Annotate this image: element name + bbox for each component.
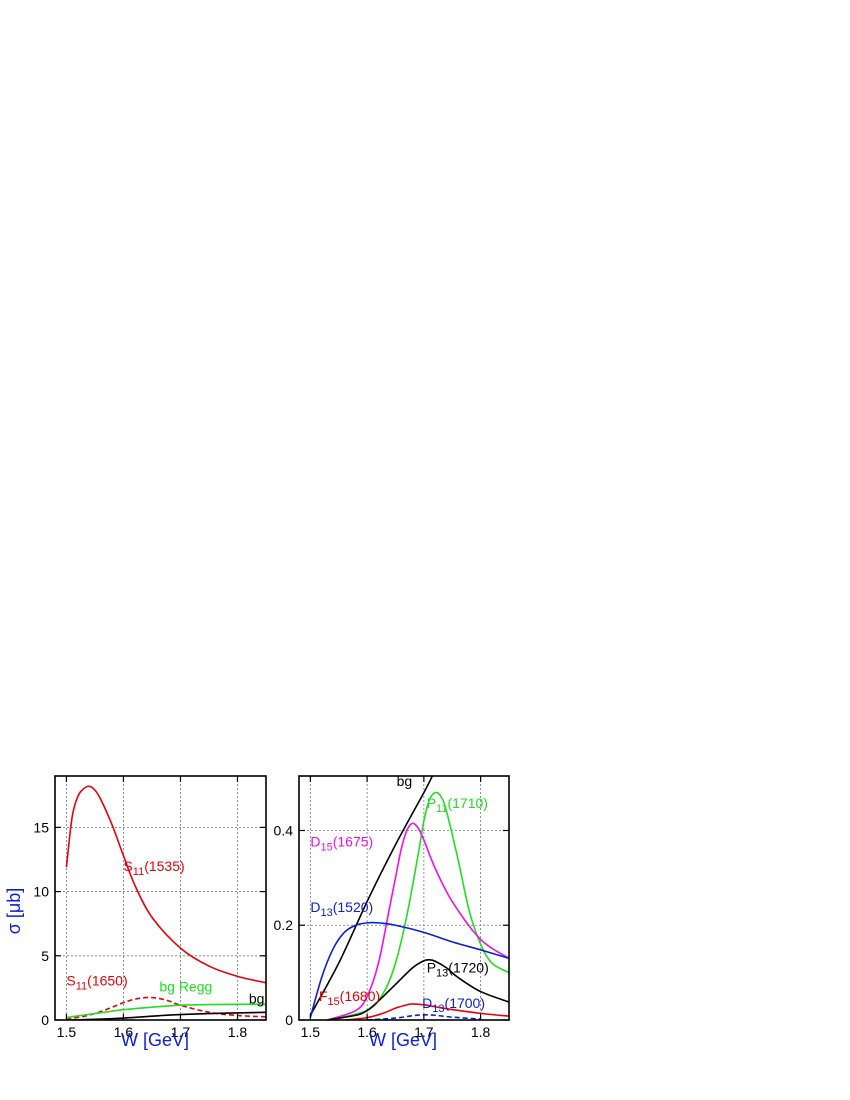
series-line-d15-1675- — [327, 822, 509, 1020]
right-panel: 1.5 1.6 1.7 1.8 0 0.2 0.4 bg P11(1710) D15(1675) D… — [274, 773, 510, 1040]
y-tick-label: 0 — [285, 1012, 293, 1028]
series-line-p11-1710- — [327, 791, 509, 1020]
x-tick-label: 1.6 — [114, 1024, 134, 1040]
x-tick-label: 1.7 — [171, 1024, 191, 1040]
y-tick-label: 0 — [41, 1012, 49, 1028]
plot-frame — [54, 775, 267, 1021]
x-tick-label: 1.8 — [228, 1024, 248, 1040]
x-tick-label: 1.5 — [301, 1024, 321, 1040]
x-tick-label: 1.7 — [414, 1024, 434, 1040]
curve-label: bg Regg — [159, 979, 212, 995]
series-line-f15-1680- — [344, 1003, 509, 1020]
plot-frame — [298, 775, 510, 1021]
y-tick-label: 5 — [41, 948, 49, 964]
series-line-s11-1535- — [65, 785, 266, 984]
curve-label: S11(1650) — [66, 972, 127, 992]
x-tick-label: 1.8 — [471, 1024, 491, 1040]
series-line-bg-regg — [66, 1003, 266, 1019]
y-tick-label: 0.4 — [274, 822, 294, 838]
curve-label: F15(1680) — [319, 988, 380, 1008]
right-x-axis-title: W [GeV] — [369, 1030, 437, 1050]
y-tick-label: 10 — [33, 884, 49, 900]
series-line-d13-1520- — [309, 921, 509, 1018]
series-line-p13-1720- — [327, 958, 509, 1020]
series-line-bg — [309, 776, 434, 1016]
left-panel: 1.5 1.6 1.7 1.8 0 5 10 15 S11(1535) S11(1650) bg R… — [33, 775, 267, 1040]
x-tick-label: 1.5 — [57, 1024, 77, 1040]
curve-label: D15(1675) — [310, 834, 373, 854]
curve-label: bg — [397, 773, 413, 789]
curve-label: bg — [249, 990, 265, 1006]
curve-label: P13(1720) — [427, 960, 489, 980]
curve-label: P11(1710) — [427, 795, 488, 815]
x-tick-label: 1.6 — [357, 1024, 377, 1040]
y-tick-label: 15 — [33, 819, 49, 835]
curve-label: D13(1520) — [310, 899, 373, 919]
left-y-axis-title: σ [μb] — [4, 888, 24, 935]
curve-label: S11(1535) — [123, 858, 184, 878]
y-tick-label: 0.2 — [274, 917, 294, 933]
left-x-axis-title: W [GeV] — [121, 1030, 189, 1050]
curve-label: D13(1700) — [422, 995, 485, 1015]
